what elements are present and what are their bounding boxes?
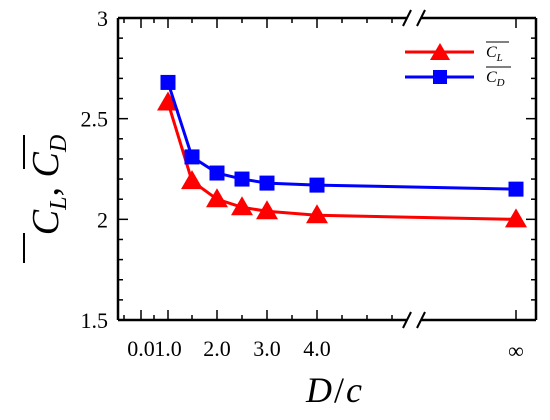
y-axis-label: CL, CD (23, 135, 72, 263)
legend-label-cl: CL (486, 44, 503, 64)
data-point (206, 188, 228, 208)
x-tick-label: 0.0 (127, 336, 155, 361)
x-tick-label: 4.0 (303, 336, 331, 361)
series-cl (157, 91, 527, 228)
svg-text:D/c: D/c (305, 370, 362, 410)
data-point (505, 208, 527, 228)
tick-labels: 1.5 2 2.5 3 0.0 1.0 2.0 3.0 4.0 ∞ (81, 6, 524, 363)
data-point (508, 181, 524, 197)
x-tick-label: 3.0 (253, 336, 281, 361)
data-point (234, 171, 250, 187)
data-point (184, 149, 200, 165)
axis-break-mark-bottom-2 (416, 311, 426, 329)
data-point (259, 175, 275, 191)
x-axis-label-d: D (305, 370, 332, 410)
series-layer (157, 74, 527, 228)
axis-break-mark-top-2 (416, 9, 426, 27)
x-tick-label: 2.0 (203, 336, 231, 361)
x-tick-label: 1.0 (154, 336, 182, 361)
data-point (306, 204, 328, 224)
x-tick-label: ∞ (508, 338, 524, 363)
data-point (157, 91, 179, 111)
y-tick-label: 2.5 (81, 107, 109, 132)
y-tick-label: 2 (97, 207, 108, 232)
data-point (209, 165, 225, 181)
x-axis-label: D/c (305, 370, 362, 410)
plot-frame (116, 9, 538, 329)
series-cd (160, 74, 524, 197)
axis-break-mark-bottom-1 (402, 311, 412, 329)
y-tick-label: 1.5 (81, 308, 109, 333)
axis-break-mark-top-1 (402, 9, 412, 27)
y-tick-label: 3 (97, 6, 108, 31)
legend-entry-cd: CD (405, 66, 511, 89)
data-point (231, 196, 253, 216)
data-point (256, 200, 278, 220)
legend: CL CD (405, 41, 511, 89)
data-point (181, 170, 203, 190)
svg-text:CL, CD: CL, CD (25, 135, 72, 235)
axis-ticks (118, 17, 536, 321)
legend-label-cd: CD (486, 69, 505, 89)
legend-entry-cl: CL (405, 41, 509, 64)
data-point (309, 177, 325, 193)
data-point (160, 74, 176, 90)
